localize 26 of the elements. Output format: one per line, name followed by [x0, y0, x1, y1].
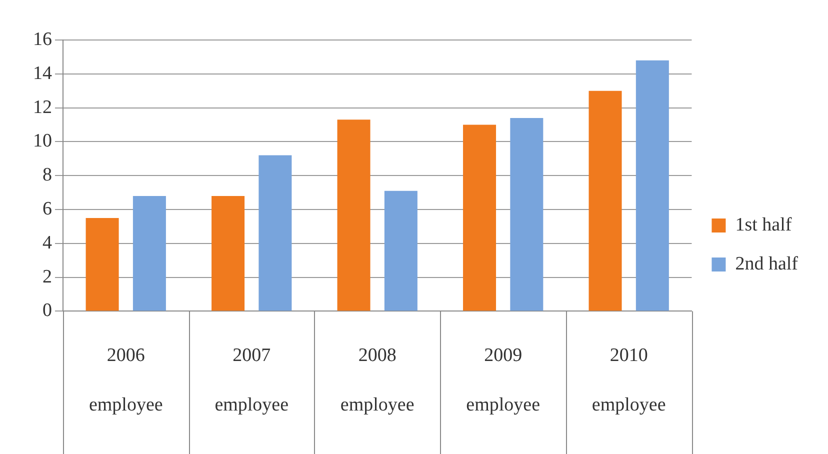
legend-label: 1st half [735, 214, 792, 236]
legend-label: 2nd half [735, 253, 799, 274]
y-tick-label: 2 [42, 266, 52, 288]
bar [463, 124, 496, 311]
category-label: 2006 employee [88, 344, 163, 416]
y-tick-label: 8 [42, 164, 52, 186]
category-label: 2010 employee [592, 344, 666, 416]
y-tick-label: 4 [42, 232, 52, 254]
y-tick-label: 16 [33, 28, 52, 50]
bar [212, 196, 245, 311]
category-label: 2009 employee [466, 344, 540, 416]
bar [636, 60, 669, 311]
category-label: 2007 employee [214, 344, 289, 416]
bar [132, 196, 166, 311]
bar [384, 190, 418, 311]
y-tick-label: 0 [42, 300, 52, 322]
bar [510, 118, 544, 311]
y-tick-label: 10 [33, 130, 52, 152]
bar [86, 218, 119, 311]
category-label: 2008 employee [340, 344, 414, 416]
bar [337, 120, 370, 311]
bar [258, 155, 292, 311]
y-tick-label: 14 [33, 62, 52, 84]
bar [588, 90, 622, 311]
y-tick-label: 12 [33, 96, 52, 118]
y-tick-label: 6 [42, 198, 52, 220]
